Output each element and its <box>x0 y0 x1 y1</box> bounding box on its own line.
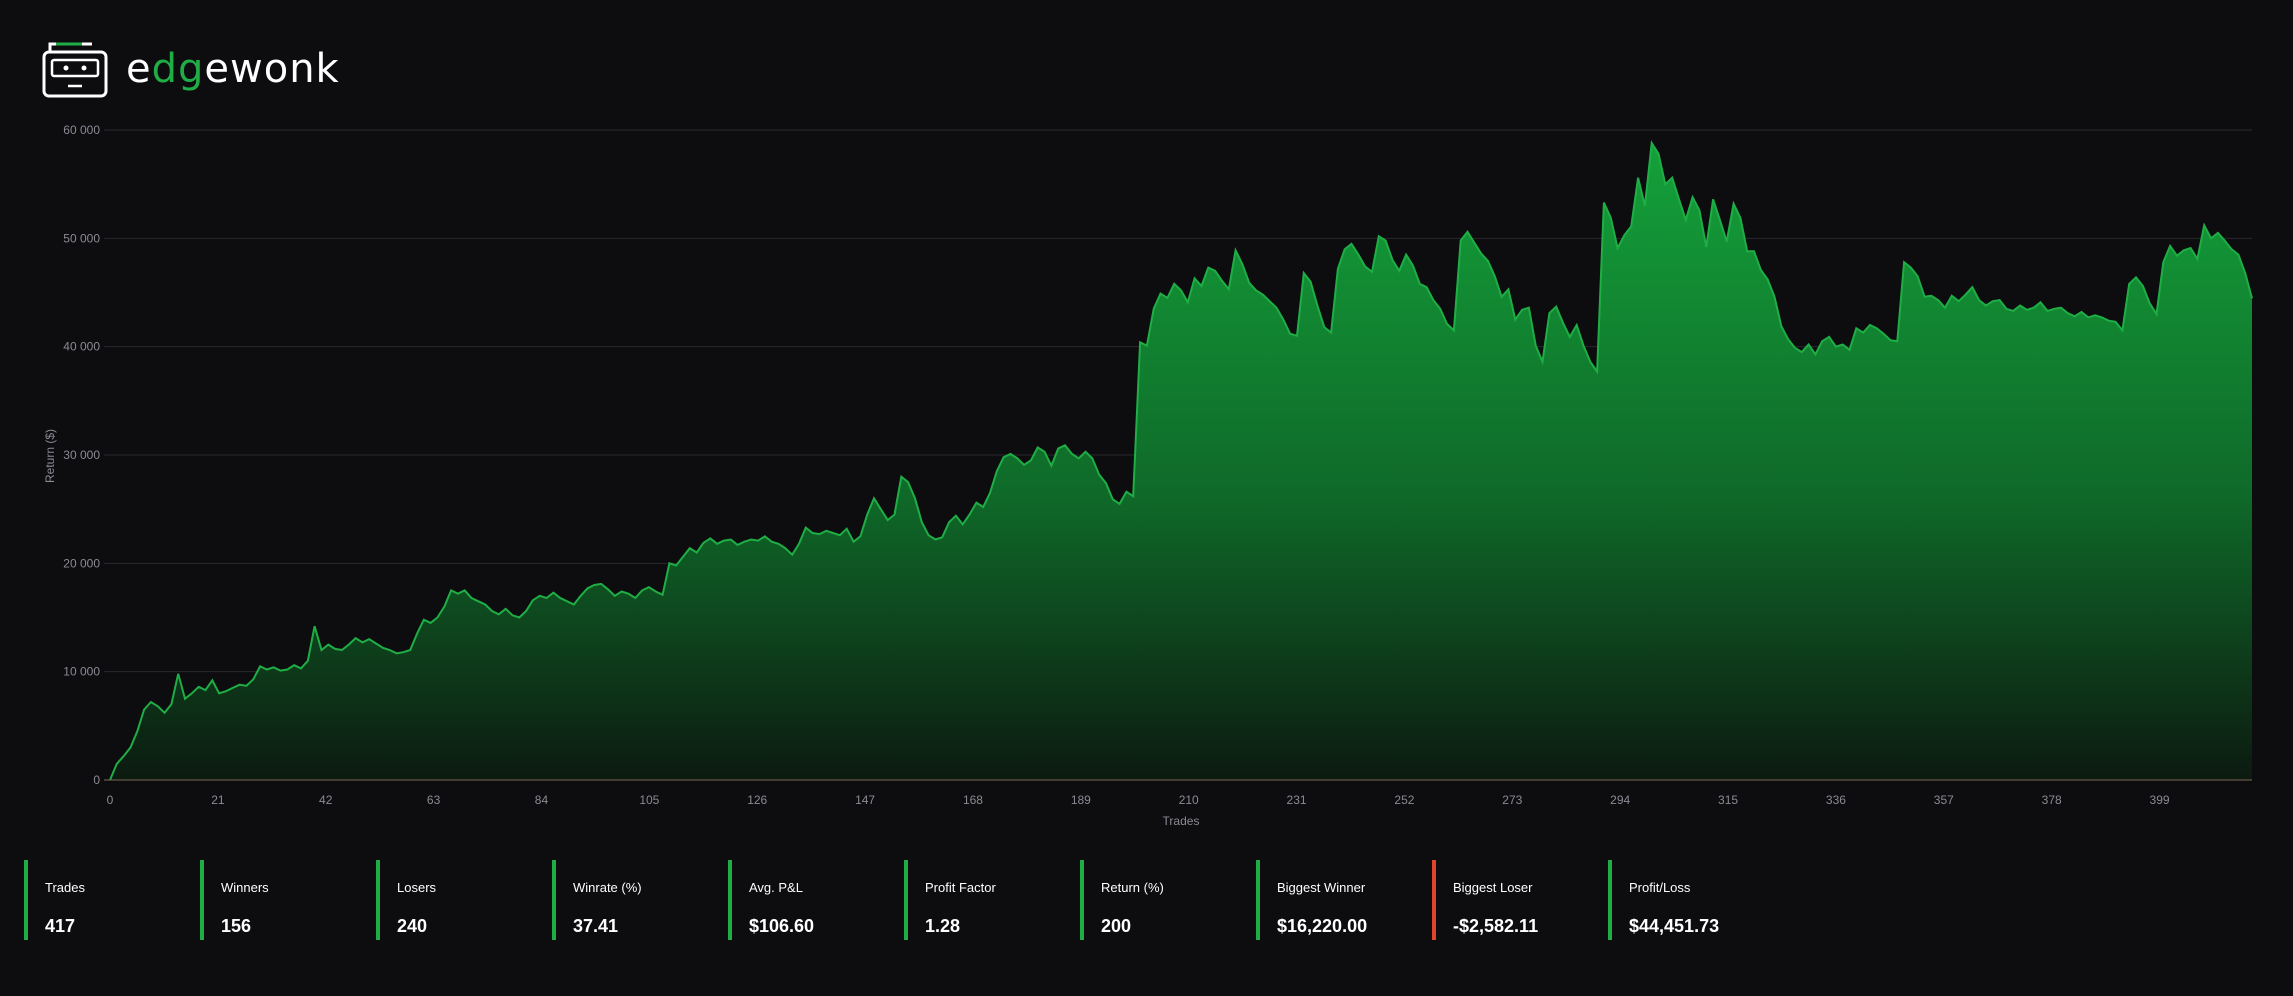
stat-value: $106.60 <box>749 916 815 936</box>
y-axis-title: Return ($) <box>43 429 57 483</box>
stat-value: $16,220.00 <box>1277 916 1368 936</box>
stat-biggest-loser: Biggest Loser -$2,582.11 <box>1432 860 1592 940</box>
stat-label: Trades <box>45 880 85 895</box>
x-tick-label: 63 <box>427 793 441 807</box>
x-tick-label: 357 <box>1934 793 1954 807</box>
stat-losers: Losers 240 <box>376 860 536 940</box>
summary-stats: Trades 417 Winners 156 Losers 240 Winrate (%) 3… <box>0 860 2293 940</box>
x-tick-label: 147 <box>855 793 875 807</box>
stat-label: Biggest Loser <box>1453 880 1533 895</box>
brand-name: edgewonk <box>126 46 340 92</box>
logo[interactable]: edgewonk <box>42 40 340 98</box>
stat-label: Profit Factor <box>925 880 996 895</box>
x-tick-label: 378 <box>2042 793 2062 807</box>
stat-label: Avg. P&L <box>749 880 803 895</box>
stat-label: Losers <box>397 880 437 895</box>
stat-value: 37.41 <box>573 916 619 936</box>
stat-return: Return (%) 200 <box>1080 860 1240 940</box>
stat-value: $44,451.73 <box>1629 916 1720 936</box>
stat-trades: Trades 417 <box>24 860 184 940</box>
y-tick-label: 50 000 <box>63 231 100 245</box>
equity-curve-chart: 0 10 000 20 000 30 000 40 000 50 000 60 000 0 2… <box>43 123 2253 828</box>
y-tick-label: 10 000 <box>63 665 100 679</box>
x-tick-label: 168 <box>963 793 983 807</box>
x-tick-label: 231 <box>1287 793 1307 807</box>
y-axis-ticks: 0 10 000 20 000 30 000 40 000 50 000 60 000 <box>63 123 100 787</box>
stat-avg-p-l: Avg. P&L $106.60 <box>728 860 888 940</box>
x-tick-label: 252 <box>1394 793 1414 807</box>
stat-profit-factor: Profit Factor 1.28 <box>904 860 1064 940</box>
stat-winners: Winners 156 <box>200 860 360 940</box>
y-tick-label: 30 000 <box>63 448 100 462</box>
x-tick-label: 336 <box>1826 793 1846 807</box>
x-tick-label: 210 <box>1179 793 1199 807</box>
stat-value: -$2,582.11 <box>1453 916 1539 936</box>
x-axis-ticks: 0 21 42 63 84 105 126 147 168 189 210 231 252 273 294 3… <box>107 793 2170 807</box>
x-tick-label: 84 <box>535 793 549 807</box>
x-tick-label: 126 <box>747 793 767 807</box>
stat-biggest-winner: Biggest Winner $16,220.00 <box>1256 860 1416 940</box>
stat-value: 200 <box>1101 916 1132 936</box>
stat-value: 156 <box>221 916 252 936</box>
stat-label: Biggest Winner <box>1277 880 1366 895</box>
y-tick-label: 0 <box>93 773 100 787</box>
x-tick-label: 399 <box>2150 793 2170 807</box>
stat-label: Return (%) <box>1101 880 1164 895</box>
x-tick-label: 273 <box>1502 793 1522 807</box>
x-tick-label: 189 <box>1071 793 1091 807</box>
stat-value: 417 <box>45 916 76 936</box>
x-tick-label: 294 <box>1610 793 1630 807</box>
stat-label: Winners <box>221 880 269 895</box>
stat-value: 1.28 <box>925 916 961 936</box>
y-tick-label: 40 000 <box>63 340 100 354</box>
x-axis-title: Trades <box>1163 814 1200 828</box>
stat-label: Profit/Loss <box>1629 880 1691 895</box>
stat-winrate: Winrate (%) 37.41 <box>552 860 712 940</box>
wallet-robot-icon <box>42 42 108 98</box>
x-tick-label: 21 <box>211 793 225 807</box>
x-tick-label: 42 <box>319 793 333 807</box>
equity-area <box>110 143 2252 780</box>
x-tick-label: 315 <box>1718 793 1738 807</box>
y-tick-label: 20 000 <box>63 556 100 570</box>
y-tick-label: 60 000 <box>63 123 100 137</box>
stat-label: Winrate (%) <box>573 880 642 895</box>
equity-line <box>109 140 2253 781</box>
stat-value: 240 <box>397 916 428 936</box>
x-tick-label: 105 <box>639 793 659 807</box>
x-tick-label: 0 <box>107 793 114 807</box>
stat-profit-loss: Profit/Loss $44,451.73 <box>1608 860 1768 940</box>
